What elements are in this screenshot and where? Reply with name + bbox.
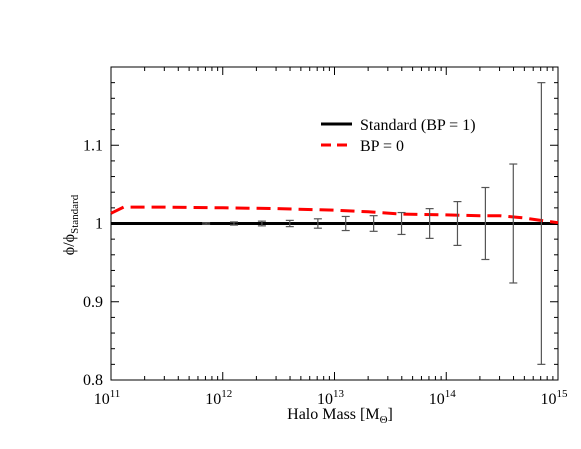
legend: Standard (BP = 1) BP = 0 [321,117,476,155]
x-axis-title-sub: Θ [380,414,388,426]
x-tick-label: 1013 [317,388,345,408]
y-axis-title-main: ϕ/ϕ [61,234,78,255]
x-tick-label: 1011 [94,388,121,408]
series-line-1 [110,205,559,225]
x-tick-label: 1015 [541,388,569,408]
legend-label-standard: Standard (BP = 1) [360,117,476,134]
y-tick-label: 0.8 [83,372,103,389]
x-tick-label: 1014 [429,388,457,408]
y-tick-label: 1.1 [83,137,103,154]
y-tick-label: 0.9 [83,294,103,311]
x-axis-title: Halo Mass [MΘ] [287,406,393,426]
x-tick-labels: 1011 1012 1013 1014 1015 [94,388,568,408]
series-layer [110,205,559,225]
y-tick-label: 1 [95,216,103,233]
error-bars [202,82,546,365]
x-axis-title-close: ] [388,406,393,423]
axis-ticks [110,66,559,381]
x-tick-label: 1012 [205,388,232,408]
y-axis-title-sub: Standard [69,194,81,234]
y-tick-labels: 0.8 0.9 1 1.1 [83,137,103,389]
legend-label-bp0: BP = 0 [360,138,404,155]
x-axis-title-main: Halo Mass [M [287,406,379,423]
y-axis-title: ϕ/ϕStandard [61,194,81,255]
